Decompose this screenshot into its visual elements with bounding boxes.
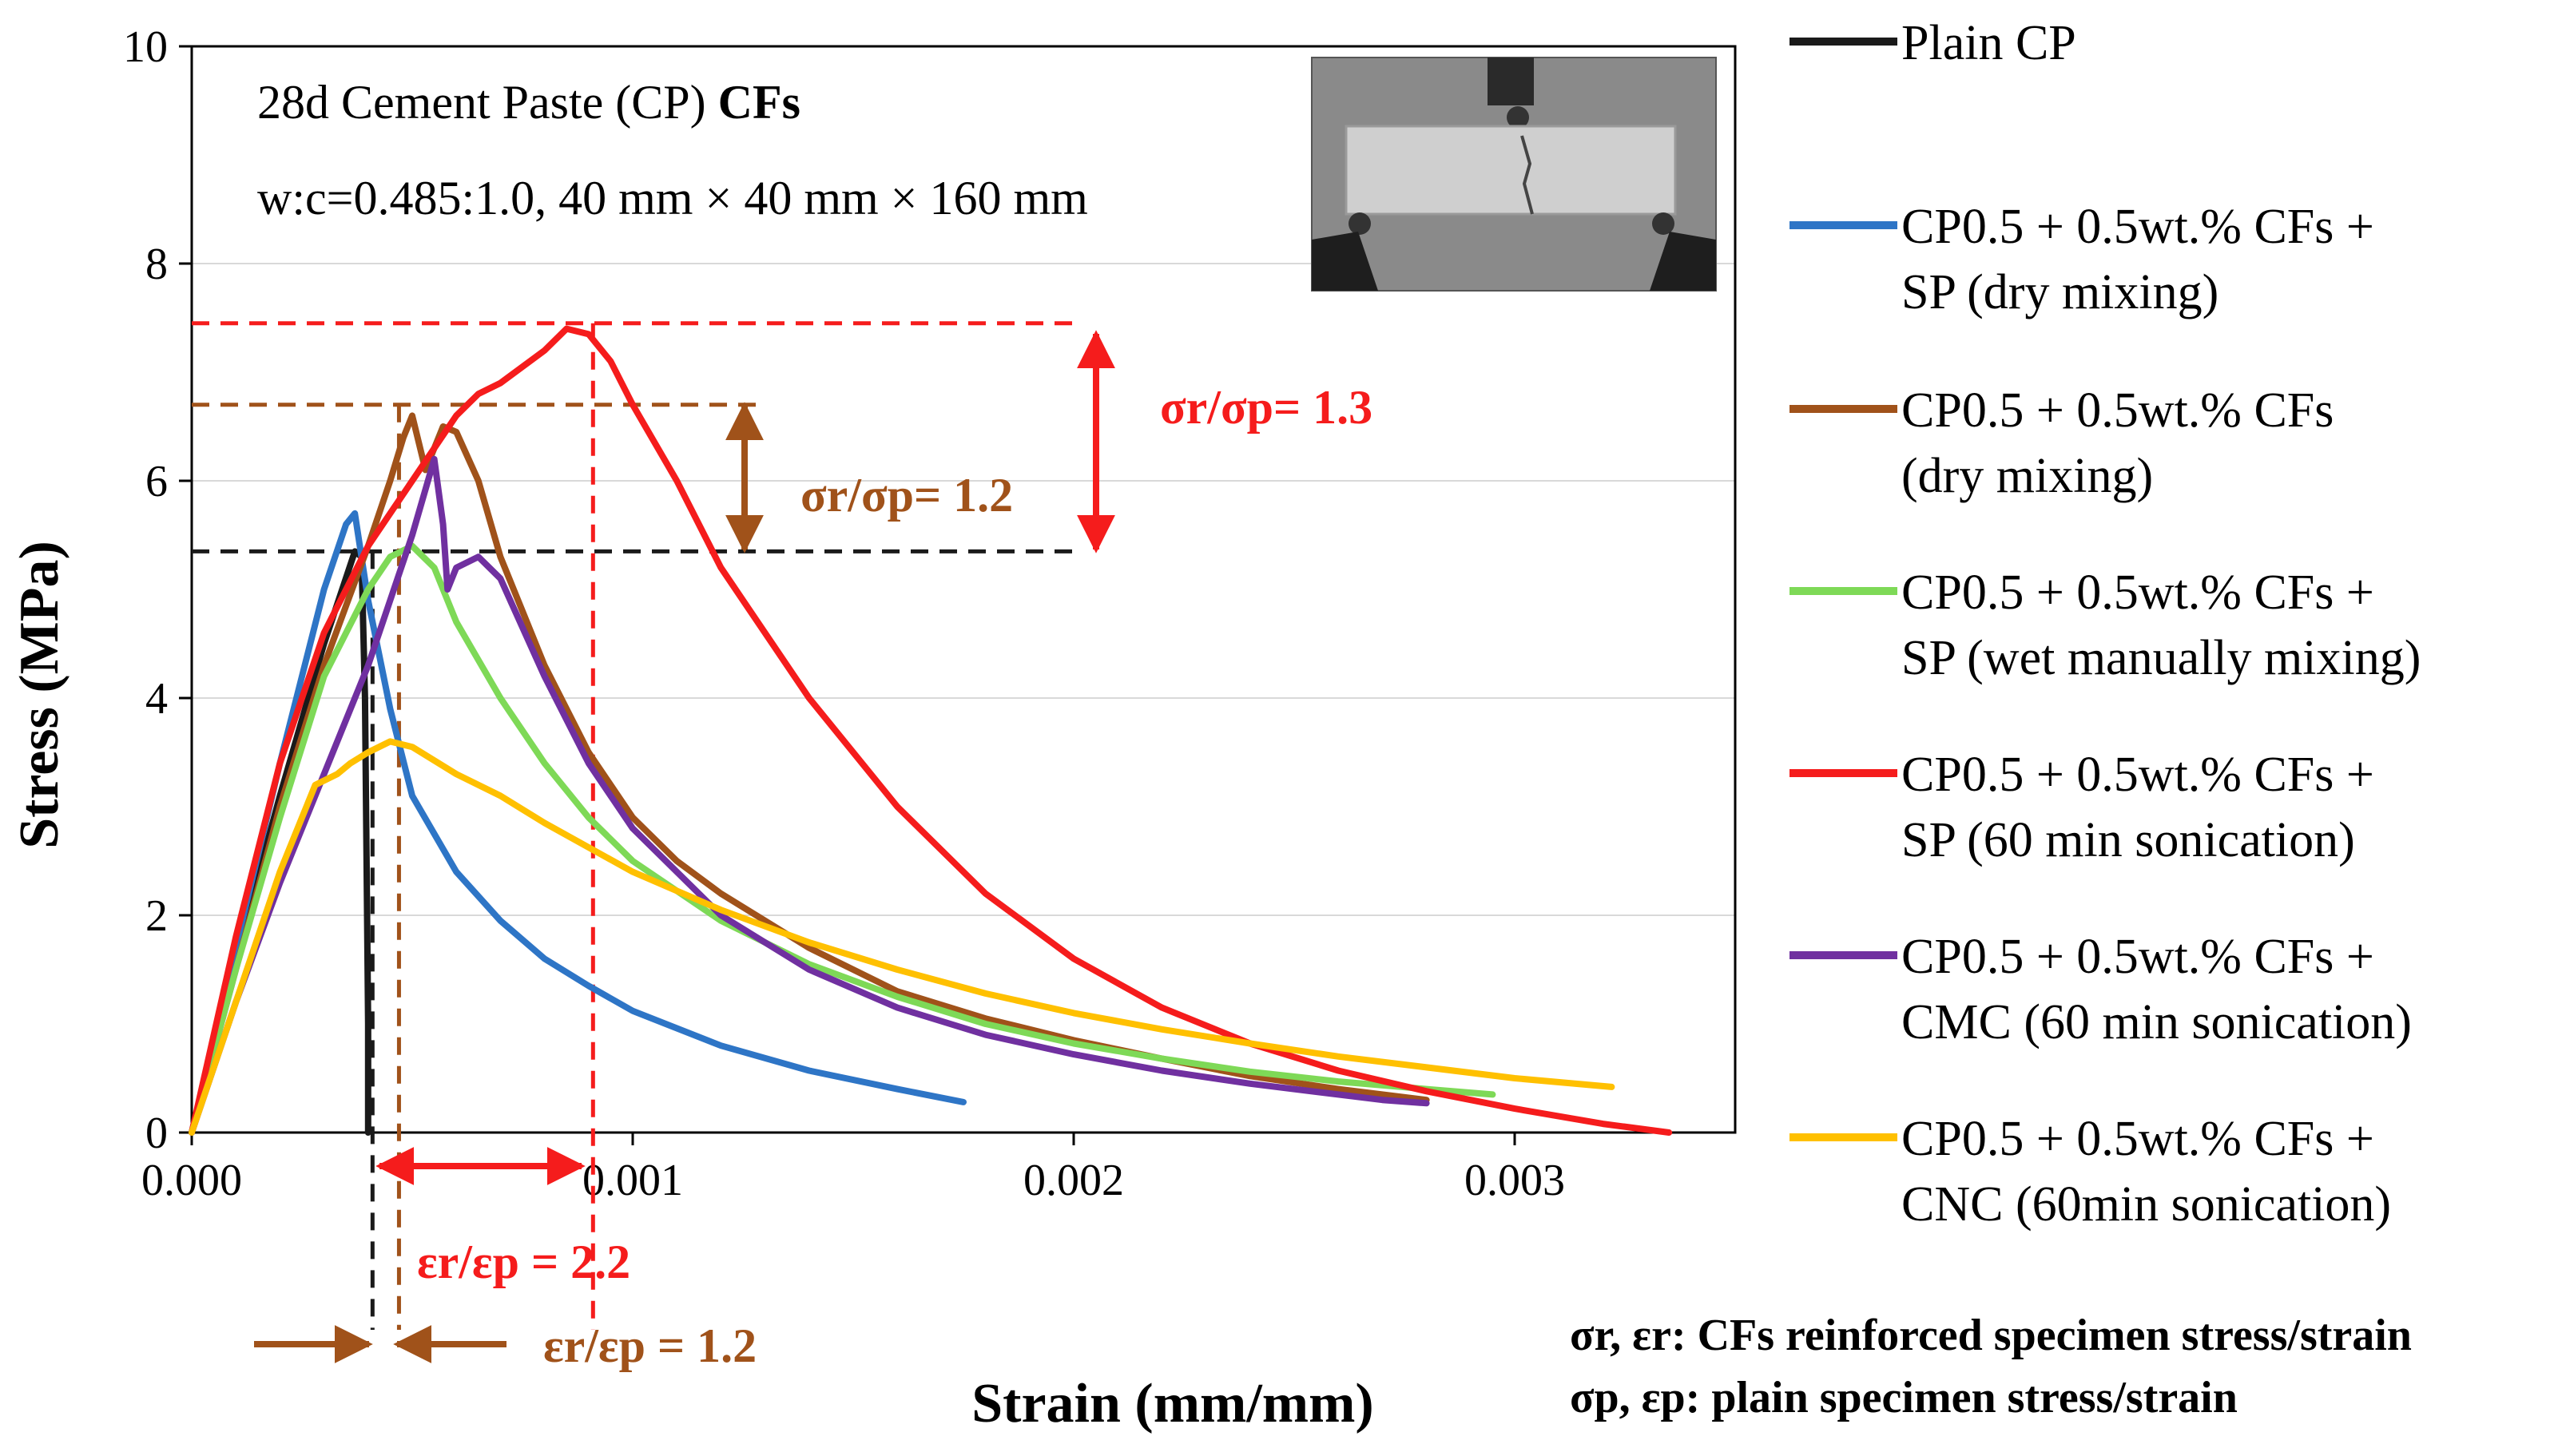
data-series [189, 325, 1673, 1136]
axes: 0 2 4 6 8 10 0.000 0.001 0.002 0.003 [123, 22, 1737, 1205]
specimen-photo [1311, 57, 1717, 292]
series-line-2 [189, 412, 1430, 1136]
y-tick-label: 10 [123, 22, 168, 72]
y-tick-label: 0 [145, 1109, 168, 1158]
x-axis-title: Strain (mm/mm) [971, 1373, 1374, 1434]
y-tick-label: 4 [145, 674, 168, 724]
note-reinforced-definition: σr, εr: CFs reinforced specimen stress/s… [1570, 1311, 2412, 1360]
red-stress-ratio-label: σr/σp= 1.3 [1160, 381, 1372, 434]
brown-stress-ratio-label: σr/σp= 1.2 [800, 469, 1013, 522]
y-axis-title: Stress (MPa) [9, 541, 70, 849]
note-plain-definition: σp, εp: plain specimen stress/strain [1570, 1373, 2238, 1422]
plot-frame [190, 45, 1737, 1134]
legend-label-5: CP0.5 + 0.5wt.% CFs + [1901, 930, 2374, 984]
ratio-annotations: σr/σp= 1.3 σr/σp= 1.2 εr/εp = 2.2 εr/εp … [254, 330, 1372, 1372]
legend-label-4: CP0.5 + 0.5wt.% CFs + [1901, 748, 2374, 802]
x-tick-label: 0.002 [1023, 1156, 1124, 1205]
legend-label-3: CP0.5 + 0.5wt.% CFs + [1901, 565, 2374, 620]
legend-label-2: CP0.5 + 0.5wt.% CFs [1901, 383, 2334, 438]
brown-strain-ratio-label: εr/εp = 1.2 [543, 1319, 757, 1372]
legend-label-0: Plain CP [1901, 16, 2076, 70]
legend-label-6: CP0.5 + 0.5wt.% CFs + [1901, 1112, 2374, 1166]
reference-lines [192, 321, 1074, 1330]
legend-label-3: SP (wet manually mixing) [1901, 631, 2421, 685]
red-strain-ratio-label: εr/εp = 2.2 [417, 1236, 630, 1288]
x-tick-label: 0.000 [141, 1156, 242, 1205]
legend-label-6: CNC (60min sonication) [1901, 1177, 2391, 1232]
specimen-title: 28d Cement Paste (CP) CFs [257, 76, 800, 129]
specimen-dimensions: w:c=0.485:1.0, 40 mm × 40 mm × 160 mm [257, 172, 1088, 224]
series-line-3 [189, 542, 1496, 1136]
series-line-1 [189, 510, 967, 1136]
x-tick-label: 0.001 [582, 1156, 683, 1205]
series-line-6 [189, 738, 1615, 1136]
legend-label-5: CMC (60 min sonication) [1901, 995, 2412, 1049]
legend-label-2: (dry mixing) [1901, 449, 2153, 503]
x-tick-label: 0.003 [1464, 1156, 1565, 1205]
legend: Plain CP CP0.5 + 0.5wt.% CFs + SP (dry mix… [1789, 16, 2421, 1232]
y-tick-label: 2 [145, 891, 168, 941]
legend-label-1: CP0.5 + 0.5wt.% CFs + [1901, 200, 2374, 254]
legend-label-1: SP (dry mixing) [1901, 265, 2218, 319]
y-tick-label: 8 [145, 240, 168, 289]
series-line-4 [189, 325, 1673, 1136]
series-line-5 [189, 455, 1430, 1136]
legend-label-4: SP (60 min sonication) [1901, 813, 2355, 867]
y-tick-label: 6 [145, 457, 168, 506]
